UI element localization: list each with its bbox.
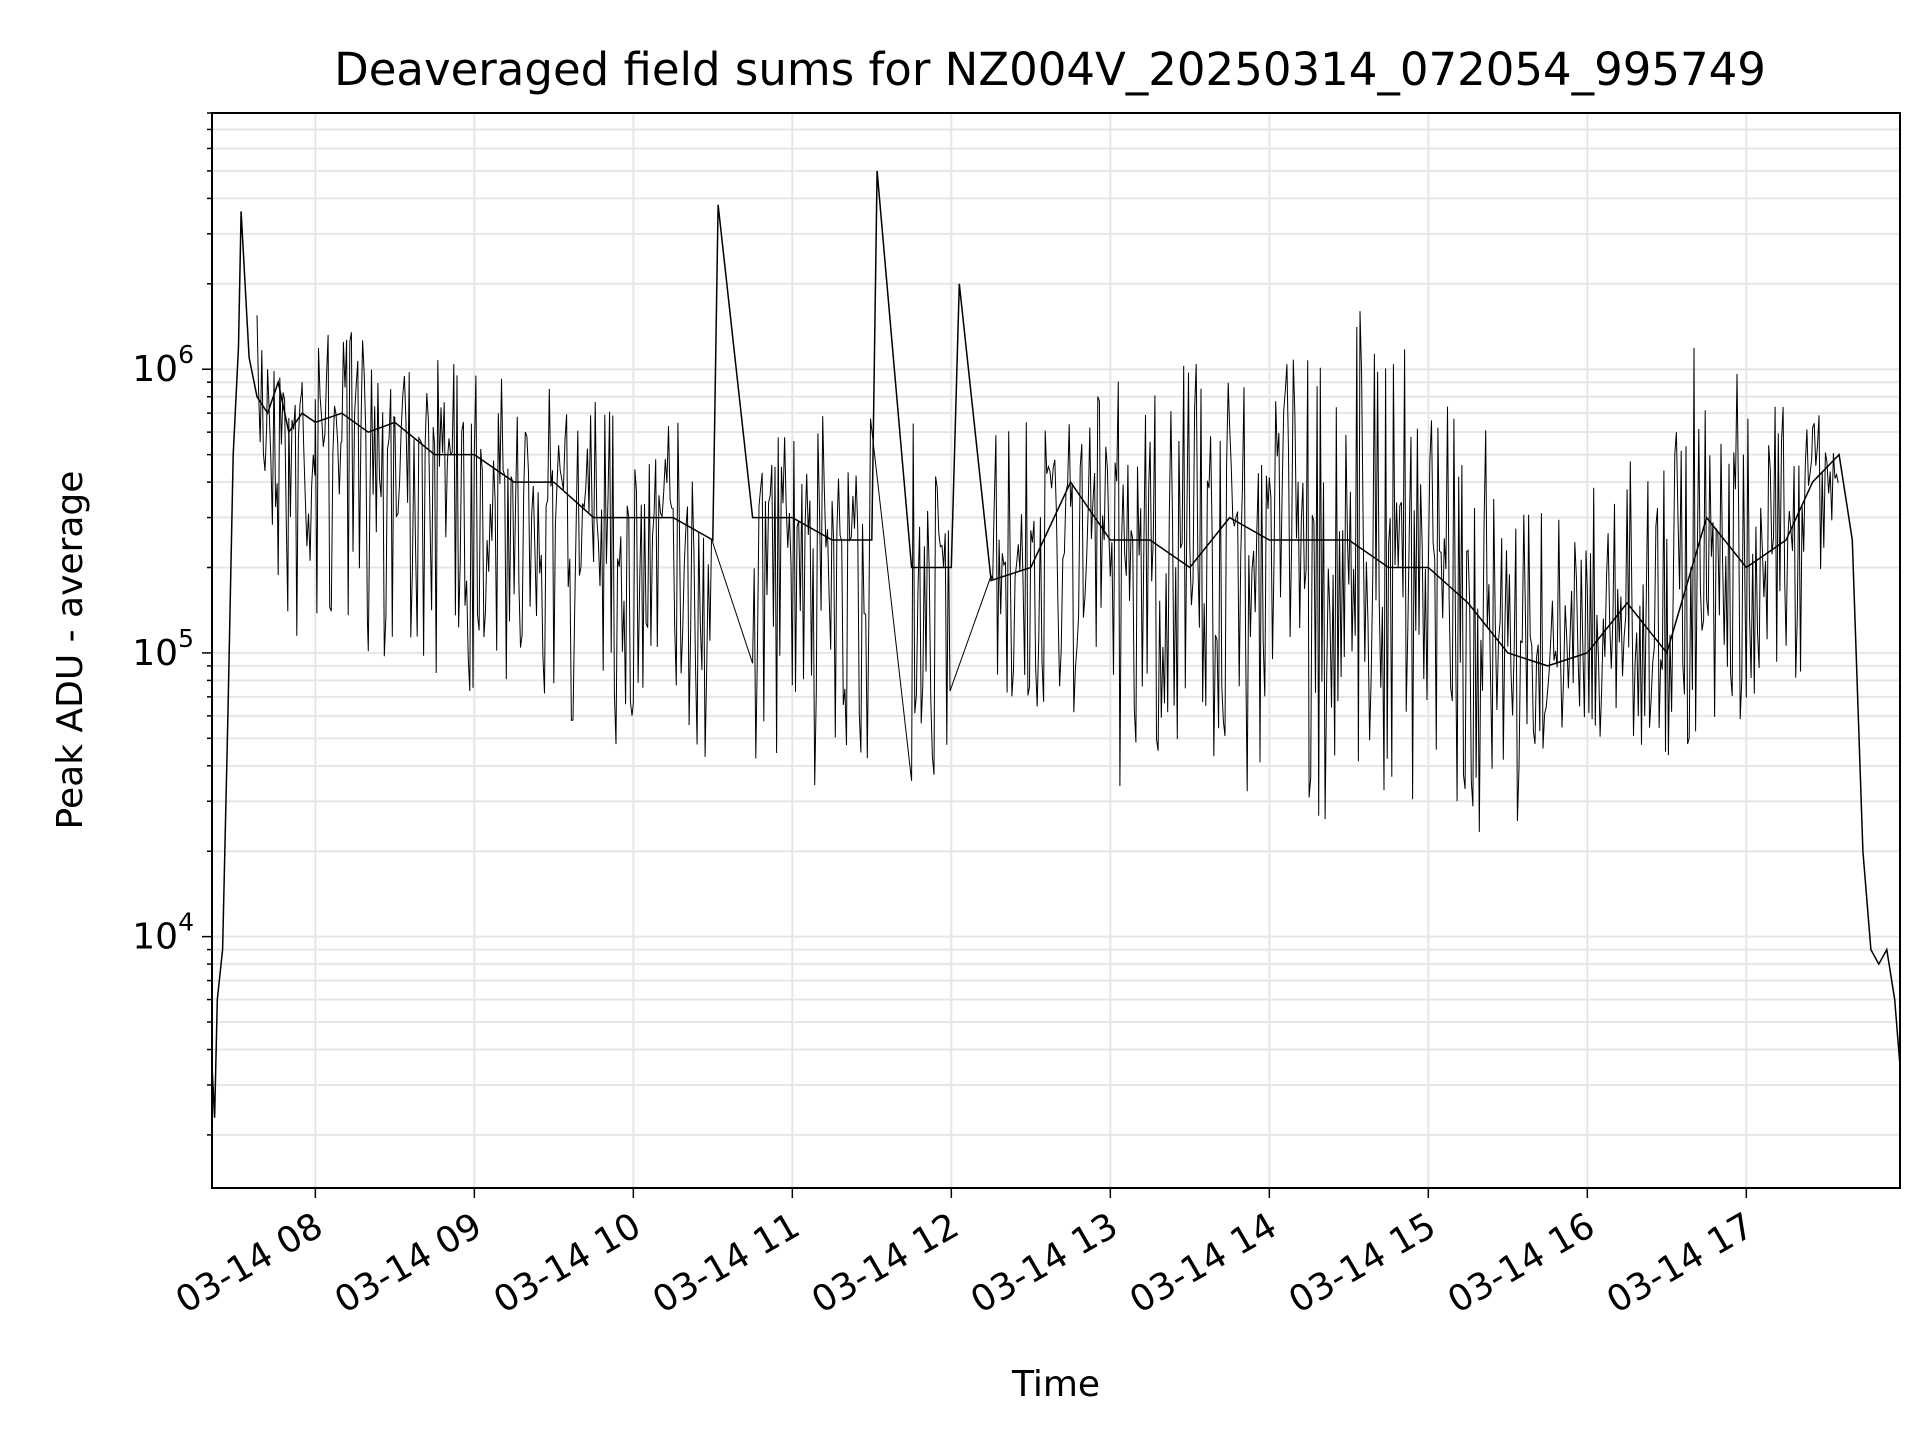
x-axis-label: Time: [1011, 1364, 1100, 1405]
grid: [212, 112, 1900, 1188]
y-axis: 104 105 106: [132, 112, 212, 1136]
plot-frame: [211, 112, 1901, 1189]
series-noise: [256, 311, 1839, 833]
y-tick-label: 104: [132, 908, 194, 958]
chart-title: Deaveraged field sums for NZ004V_2025031…: [334, 43, 1766, 96]
y-tick-label: 106: [132, 340, 194, 390]
y-axis-label: Peak ADU - average: [50, 471, 91, 830]
series-group: [211, 170, 1901, 1118]
y-tick-label: 105: [132, 624, 194, 674]
